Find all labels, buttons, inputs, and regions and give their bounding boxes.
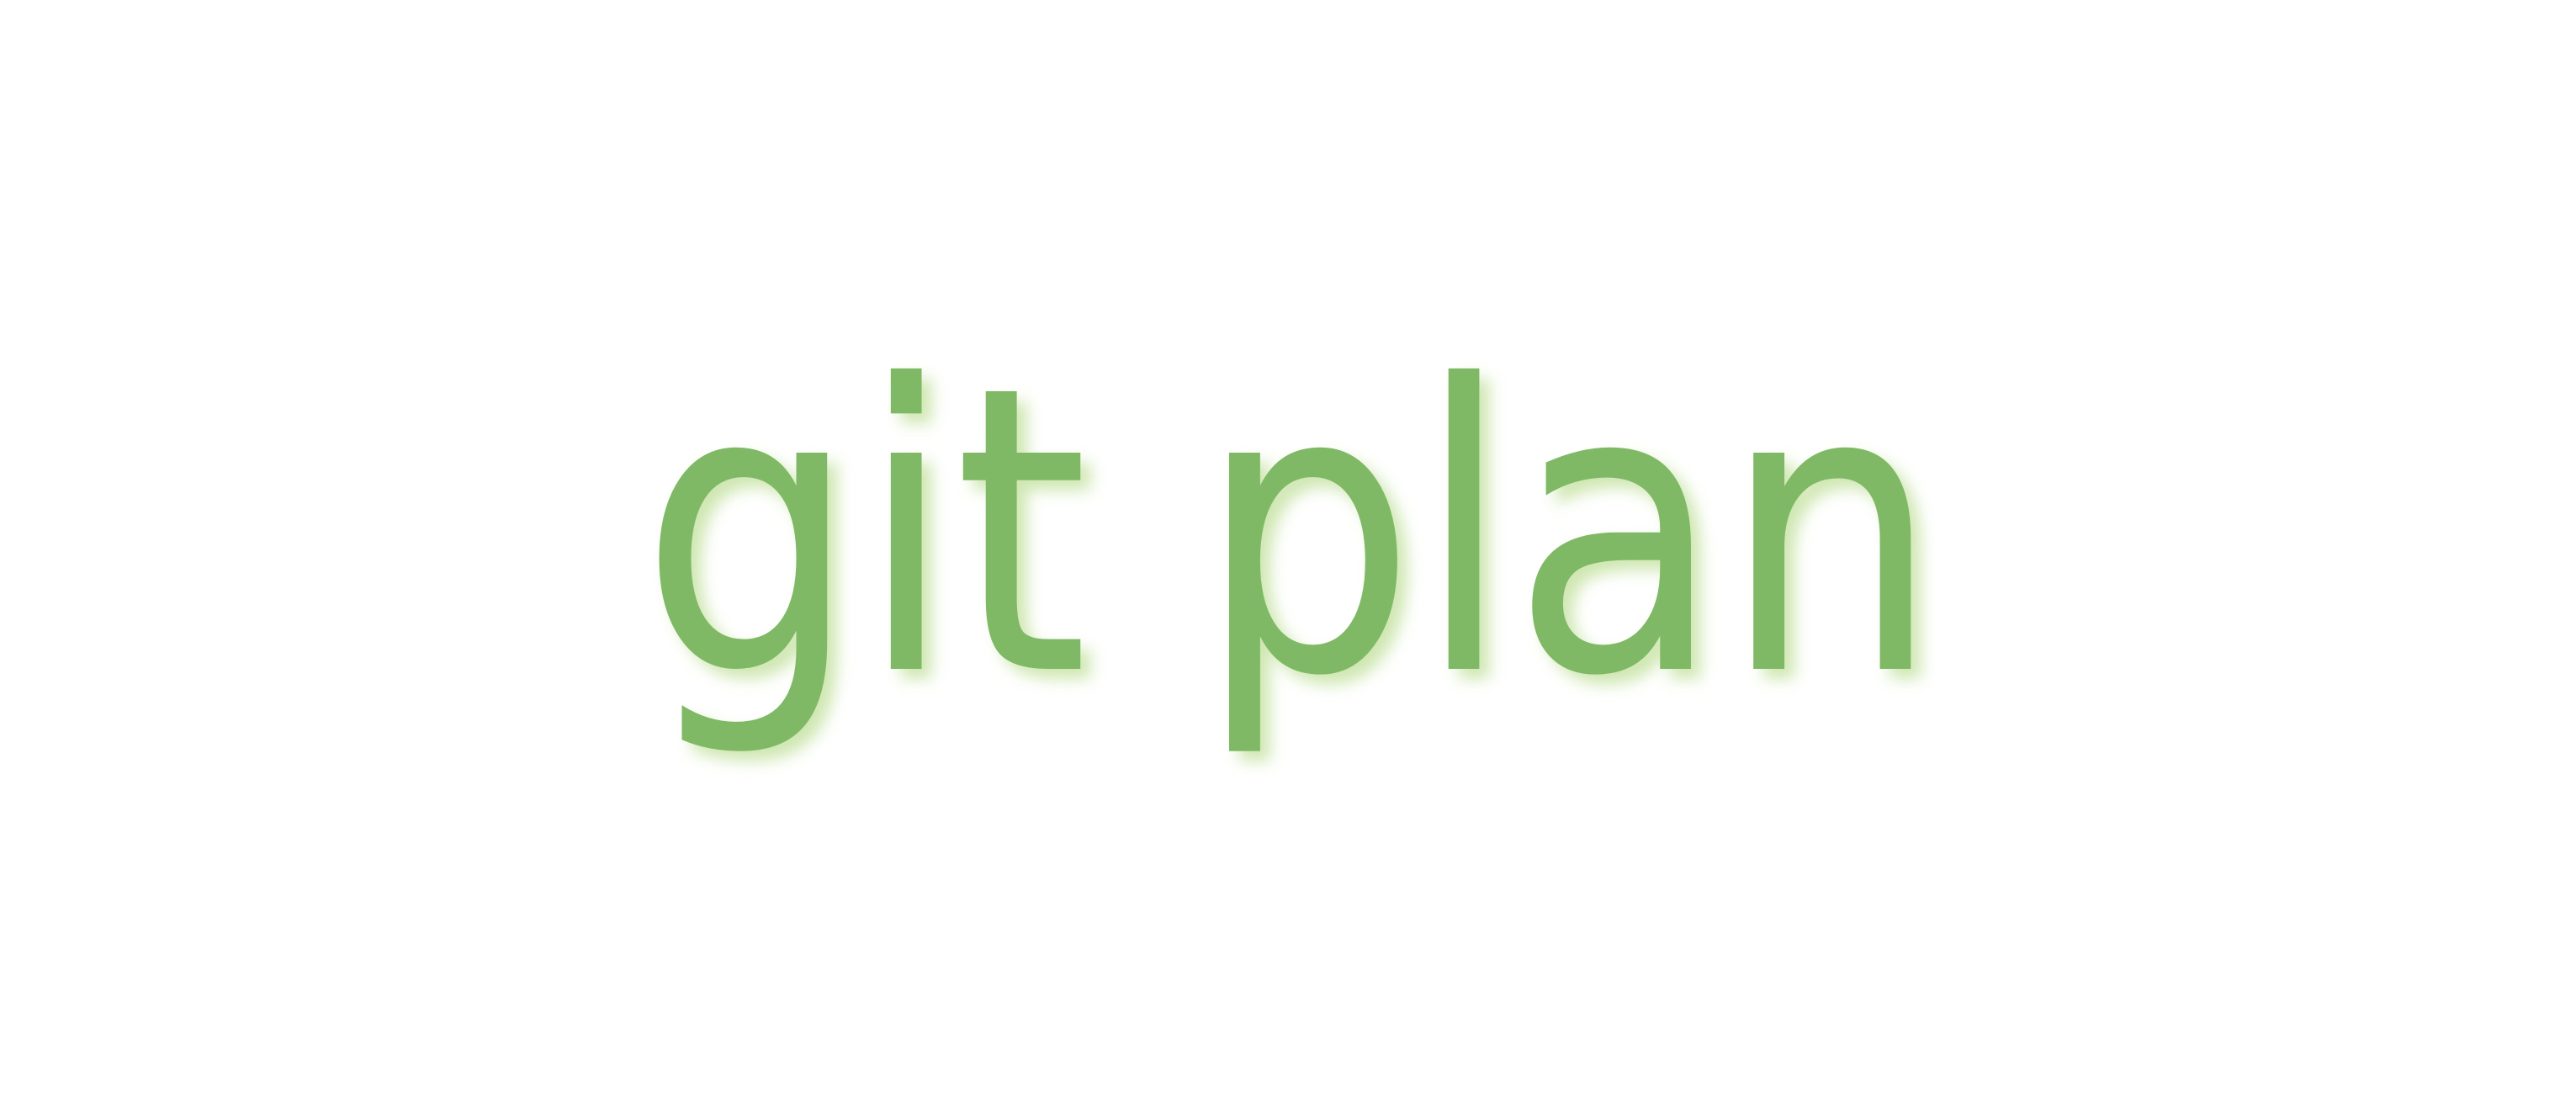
logo-text: git plan: [640, 302, 1940, 762]
